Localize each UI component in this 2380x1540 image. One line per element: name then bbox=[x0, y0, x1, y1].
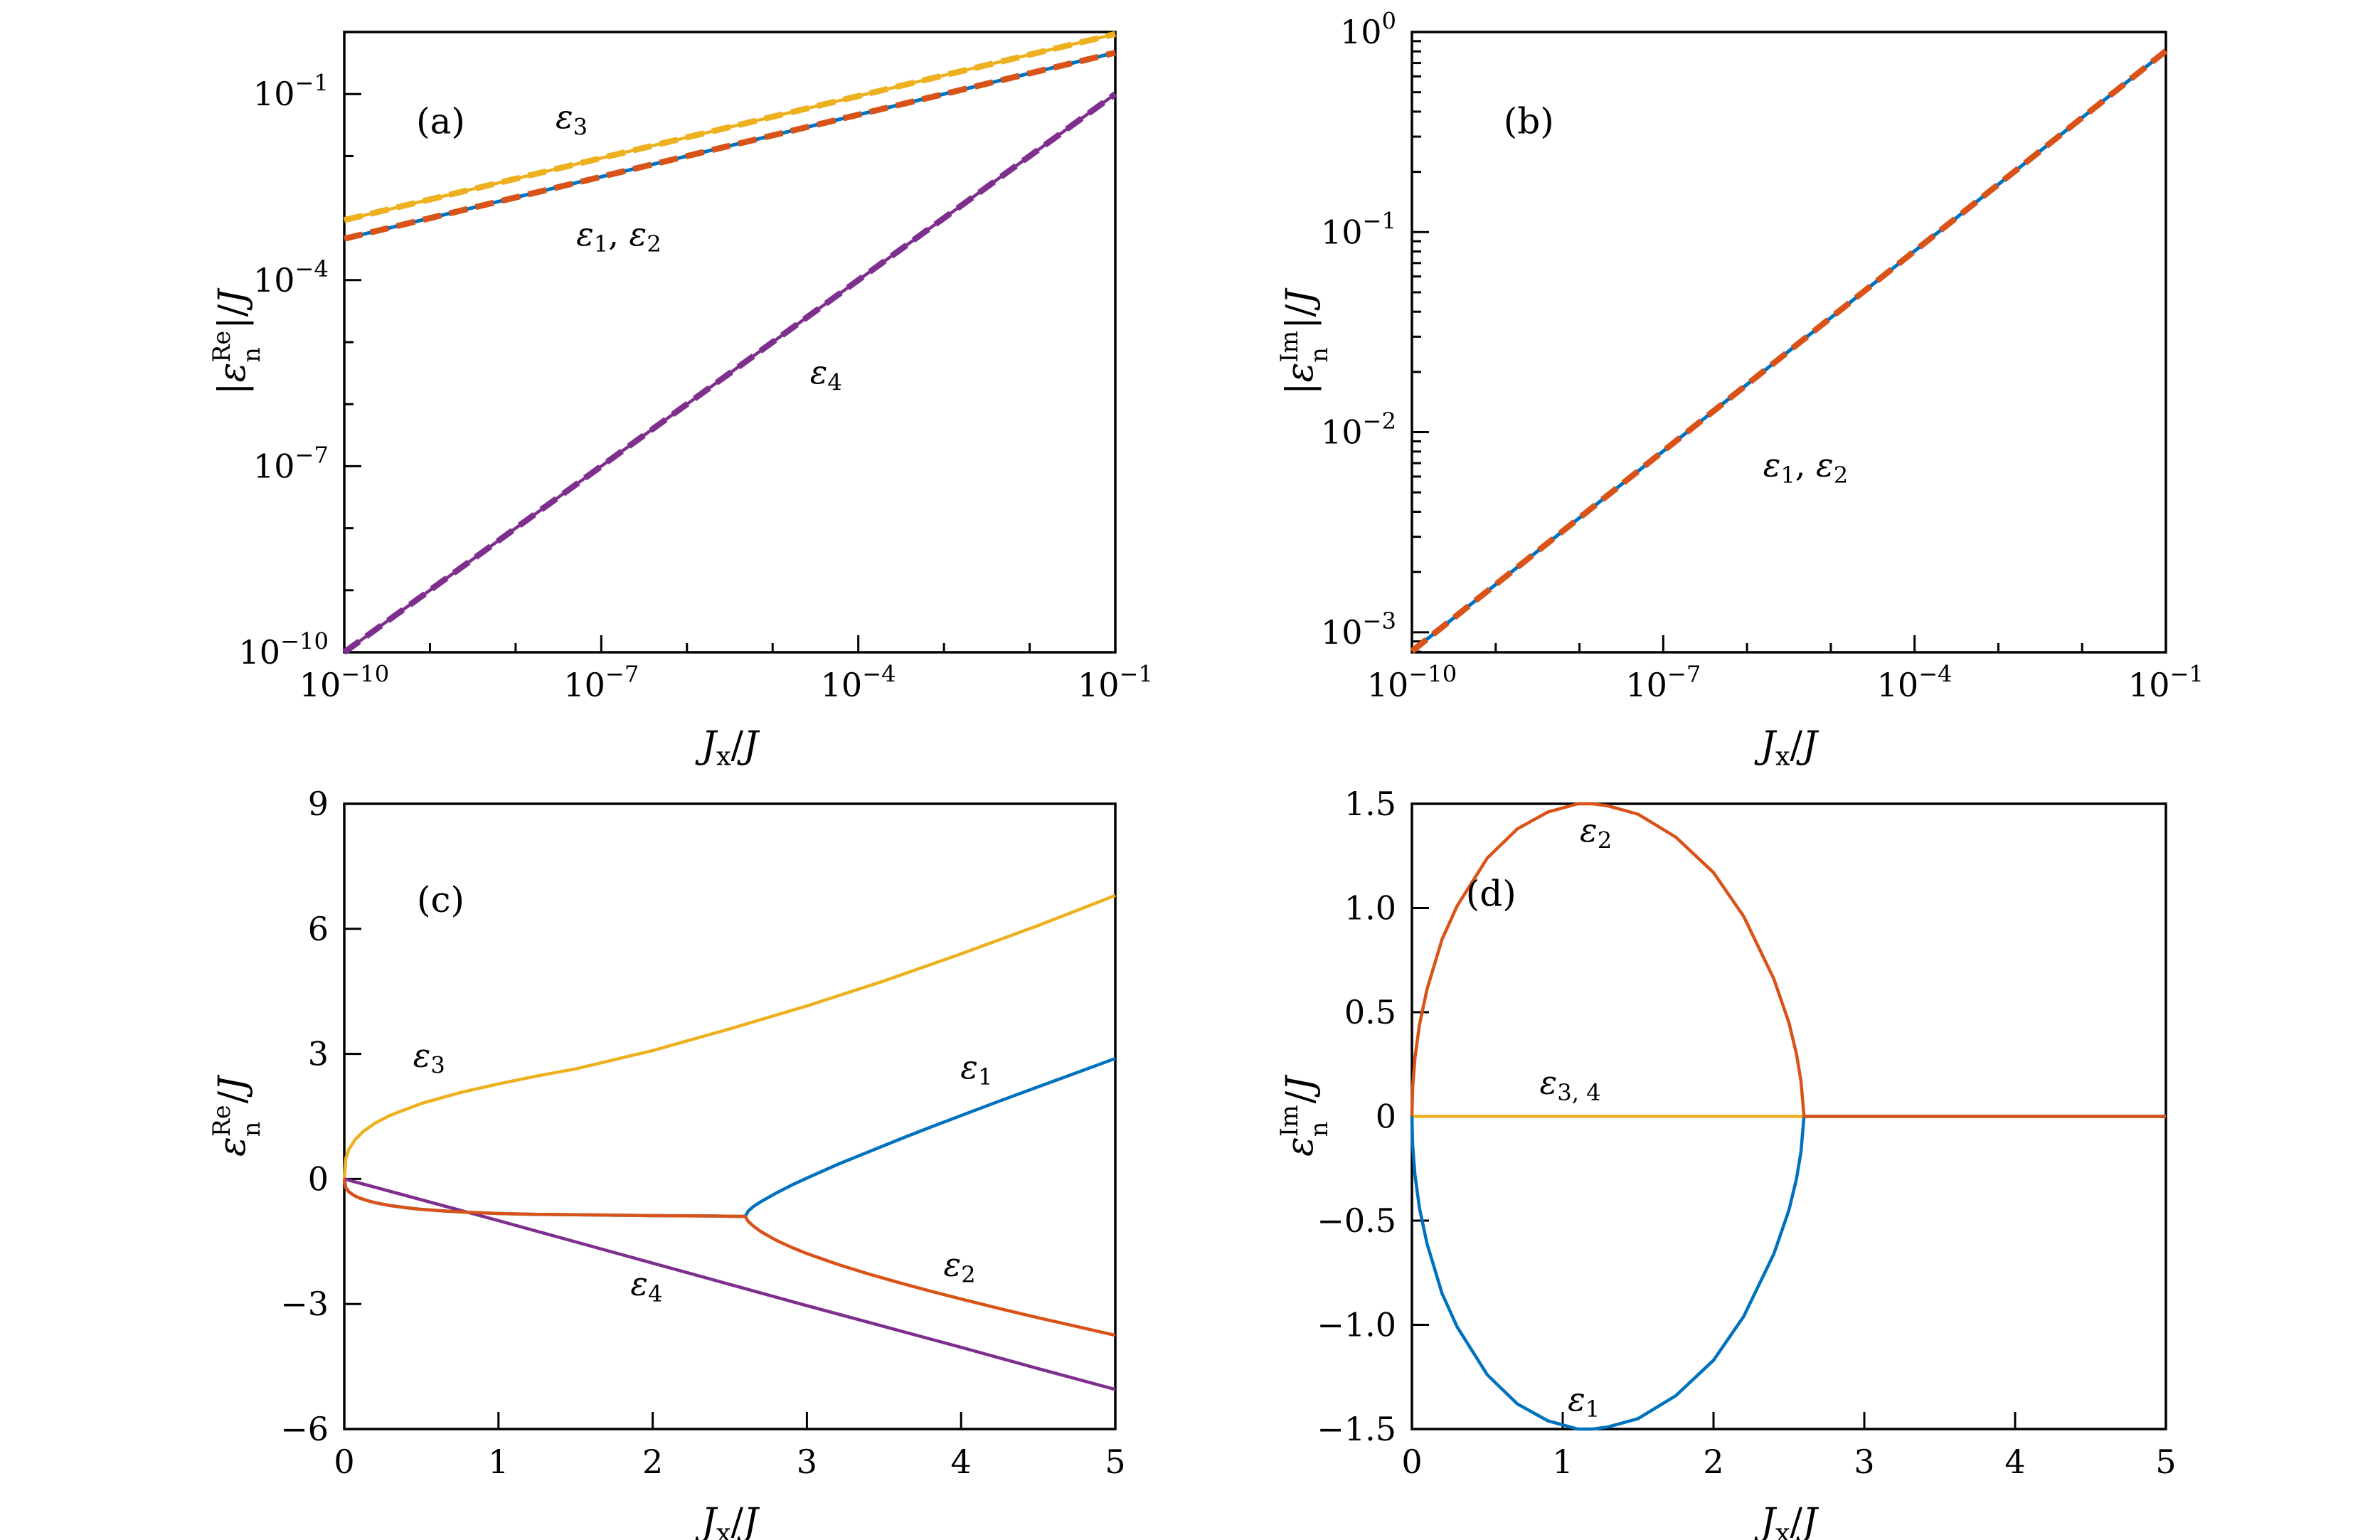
series-d-eps1 bbox=[1410, 1115, 2166, 1431]
x-tick-label: 3 bbox=[1854, 1443, 1874, 1481]
x-axis-label-a: Jx/J bbox=[695, 724, 760, 771]
x-ticks-b: 10−10 10−7 10−4 10−1 bbox=[1367, 635, 2204, 704]
x-tick-label: 10−1 bbox=[2128, 660, 2204, 704]
y-tick-label: 10−1 bbox=[253, 70, 329, 114]
x-tick-label: 4 bbox=[2004, 1443, 2025, 1481]
y-tick-label: 100 bbox=[1340, 7, 1396, 51]
x-tick-label: 0 bbox=[334, 1443, 354, 1481]
x-tick-label: 10−4 bbox=[1877, 660, 1953, 704]
x-tick-label: 5 bbox=[2155, 1443, 2176, 1481]
y-axis-label-b: |εImn|/J bbox=[1275, 287, 1333, 395]
panel-tag-c: (c) bbox=[417, 879, 464, 920]
plot-box-c bbox=[343, 802, 1117, 1430]
y-tick-label: −6 bbox=[280, 1410, 329, 1448]
curve-label-c-1: ε1 bbox=[960, 1048, 992, 1090]
y-ticks-d: 1.5 1.0 0.5 0 −0.5 −1.0 −1.5 bbox=[1317, 785, 1429, 1448]
x-tick-label: 3 bbox=[797, 1443, 817, 1481]
y-tick-label: −3 bbox=[280, 1285, 329, 1323]
series-d-eps2 bbox=[1410, 802, 2166, 1118]
panel-c: 0 1 2 3 4 5 9 6 3 0 −3 −6 Jx/J εRen/J ε3 ε1 ε2 ε4 (c) bbox=[208, 785, 1125, 1540]
plot-box-b bbox=[1411, 31, 2167, 654]
x-axis-label-b: Jx/J bbox=[1754, 724, 1819, 771]
curve-label-d-1: ε3, 4 bbox=[1540, 1063, 1601, 1106]
y-tick-label: 0 bbox=[308, 1159, 329, 1198]
y-tick-label: 10−7 bbox=[253, 442, 329, 486]
y-tick-label: 3 bbox=[308, 1035, 329, 1073]
y-axis-label-a: |εRen|/J bbox=[208, 287, 265, 395]
panel-tag-d: (d) bbox=[1466, 873, 1516, 914]
y-ticks-b: 100 10−1 10−2 10−3 bbox=[1321, 7, 1429, 653]
y-tick-label: 10−10 bbox=[239, 627, 329, 671]
x-tick-label: 10−1 bbox=[1078, 660, 1153, 704]
y-ticks-a: 10−1 10−4 10−7 10−10 bbox=[239, 31, 361, 671]
x-tick-label: 5 bbox=[1105, 1443, 1125, 1481]
series-b-eps1-solid bbox=[1411, 49, 2167, 653]
curve-label-d-0: ε2 bbox=[1580, 811, 1612, 854]
y-axis-label-d: εImn/J bbox=[1275, 1074, 1333, 1157]
panel-tag-a: (a) bbox=[416, 100, 465, 142]
y-tick-label: 6 bbox=[308, 910, 329, 948]
curve-label-c-2: ε2 bbox=[943, 1246, 975, 1288]
x-tick-label: 0 bbox=[1401, 1443, 1422, 1481]
x-ticks-d: 0 1 2 3 4 5 bbox=[1401, 1412, 2177, 1481]
y-tick-label: −0.5 bbox=[1317, 1201, 1396, 1240]
curve-label-d-2: ε1 bbox=[1568, 1380, 1600, 1423]
panel-tag-b: (b) bbox=[1504, 100, 1554, 142]
y-tick-label: 10−2 bbox=[1321, 408, 1396, 452]
curve-label-a-1: ε1, ε2 bbox=[576, 215, 662, 257]
y-tick-label: 9 bbox=[308, 785, 329, 823]
panel-d: 0 1 2 3 4 5 1.5 1.0 0.5 0 −0.5 −1.0 −1.5 Jx/J εImn/J ε2… bbox=[1275, 785, 2176, 1540]
curve-label-a-0: ε3 bbox=[556, 97, 588, 140]
y-ticks-c: 9 6 3 0 −3 −6 bbox=[280, 785, 361, 1448]
y-tick-label: −1.0 bbox=[1317, 1306, 1396, 1344]
y-tick-label: 0 bbox=[1376, 1098, 1396, 1136]
x-axis-label-d: Jx/J bbox=[1754, 1501, 1819, 1540]
x-tick-label: 10−7 bbox=[563, 660, 639, 704]
series-a-eps4-dashed bbox=[342, 91, 1117, 655]
panel-a: 10−10 10−7 10−4 10−1 10−1 10−4 10−7 10−10 Jx/J |ε… bbox=[208, 31, 1153, 771]
curve-label-b-0: ε1, ε2 bbox=[1763, 446, 1849, 489]
y-tick-label: 0.5 bbox=[1344, 993, 1396, 1031]
y-tick-label: 10−3 bbox=[1321, 607, 1396, 652]
curve-label-c-0: ε3 bbox=[413, 1036, 445, 1079]
x-tick-label: 2 bbox=[642, 1443, 663, 1481]
series-c-eps3 bbox=[342, 893, 1116, 1179]
series-a-eps2-dashed bbox=[344, 49, 1116, 242]
series-c-eps2 bbox=[342, 1179, 1116, 1337]
x-tick-label: 1 bbox=[488, 1443, 509, 1481]
y-tick-label: 1.0 bbox=[1344, 889, 1396, 928]
y-tick-label: 10−1 bbox=[1321, 208, 1396, 252]
x-axis-label-c: Jx/J bbox=[695, 1501, 760, 1540]
x-tick-label: 10−7 bbox=[1625, 660, 1701, 704]
y-tick-label: −1.5 bbox=[1317, 1410, 1396, 1448]
x-tick-label: 4 bbox=[951, 1443, 972, 1481]
series-a-eps3-dashed bbox=[344, 31, 1116, 223]
x-tick-label: 2 bbox=[1703, 1443, 1723, 1481]
x-tick-label: 10−10 bbox=[1367, 660, 1457, 704]
series-c-eps1 bbox=[342, 1056, 1116, 1218]
panel-b: 10−10 10−7 10−4 10−1 100 10−1 10−2 10−3 Jx/J |εIm… bbox=[1275, 7, 2204, 771]
curve-label-a-2: ε4 bbox=[810, 353, 842, 395]
curve-label-c-3: ε4 bbox=[630, 1265, 662, 1307]
x-ticks-c: 0 1 2 3 4 5 bbox=[334, 1412, 1126, 1481]
y-tick-label: 10−4 bbox=[253, 255, 329, 299]
y-tick-label: 1.5 bbox=[1344, 785, 1396, 823]
x-ticks-a: 10−10 10−7 10−4 10−1 bbox=[299, 635, 1153, 704]
y-axis-label-c: εRen/J bbox=[208, 1074, 265, 1157]
x-tick-label: 1 bbox=[1552, 1443, 1573, 1481]
x-tick-label: 10−10 bbox=[299, 660, 389, 704]
x-tick-label: 10−4 bbox=[821, 660, 896, 704]
